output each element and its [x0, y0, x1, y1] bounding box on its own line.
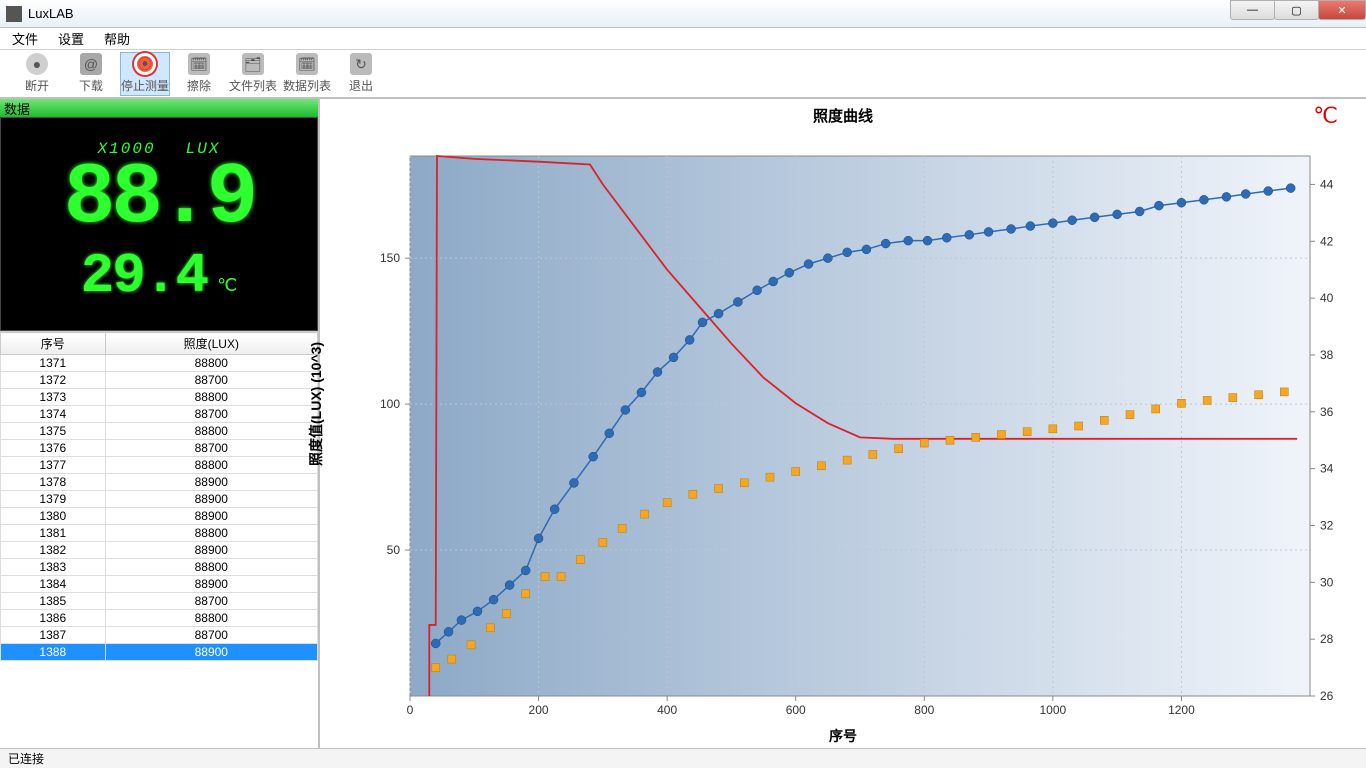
svg-text:600: 600	[786, 703, 806, 717]
exit-icon: ↻	[350, 53, 372, 75]
svg-text:200: 200	[529, 703, 549, 717]
minimize-button[interactable]: —	[1230, 0, 1275, 20]
lcd-temp-unit: ℃	[217, 275, 237, 297]
table-row[interactable]: 138088900	[1, 508, 318, 525]
menu-help[interactable]: 帮助	[104, 29, 130, 48]
svg-text:32: 32	[1320, 518, 1334, 532]
svg-text:100: 100	[380, 397, 400, 411]
disconnect-icon: ●	[26, 53, 48, 75]
toolbar-download[interactable]: @ 下载	[66, 52, 116, 96]
toolbar-erase[interactable]: 🗓 擦除	[174, 52, 224, 96]
svg-text:1000: 1000	[1040, 703, 1067, 717]
table-row[interactable]: 137788800	[1, 457, 318, 474]
table-row[interactable]: 137188800	[1, 355, 318, 372]
file-list-icon: 🗂	[242, 53, 264, 75]
statusbar: 已连接	[0, 748, 1366, 768]
window-title: LuxLAB	[28, 6, 74, 21]
toolbar: ● 断开 @ 下载 ⦿ 停止测量 🗓 擦除 🗂 文件列表 🗓 数据列表 ↻ 退出	[0, 50, 1366, 98]
table-row[interactable]: 138788700	[1, 627, 318, 644]
table-row[interactable]: 138688800	[1, 610, 318, 627]
svg-text:400: 400	[657, 703, 677, 717]
menubar: 文件 设置 帮助	[0, 28, 1366, 50]
titlebar: LuxLAB — ▢ ✕	[0, 0, 1366, 28]
lcd-temp-value: 29.4	[81, 244, 207, 308]
svg-text:38: 38	[1320, 348, 1334, 362]
chart-temp-unit: ℃	[1313, 103, 1338, 129]
data-list-icon: 🗓	[296, 53, 318, 75]
data-table-wrap[interactable]: 序号 照度(LUX) 13718880013728870013738880013…	[0, 331, 318, 748]
table-row[interactable]: 137988900	[1, 491, 318, 508]
chart-x-label: 序号	[829, 726, 857, 746]
svg-text:26: 26	[1320, 689, 1334, 703]
stop-icon: ⦿	[134, 53, 156, 75]
toolbar-exit[interactable]: ↻ 退出	[336, 52, 386, 96]
window-controls: — ▢ ✕	[1231, 0, 1366, 22]
close-button[interactable]: ✕	[1318, 0, 1366, 20]
toolbar-data-list[interactable]: 🗓 数据列表	[282, 52, 332, 96]
main-area: 数据 X1000 LUX 88.9 29.4 ℃ 序号 照度(LUX) 1371	[0, 98, 1366, 748]
svg-text:30: 30	[1320, 575, 1334, 589]
table-row[interactable]: 138488900	[1, 576, 318, 593]
app-icon	[6, 6, 22, 22]
col-seq[interactable]: 序号	[1, 333, 106, 355]
data-table: 序号 照度(LUX) 13718880013728870013738880013…	[0, 332, 318, 661]
svg-text:50: 50	[387, 543, 401, 557]
maximize-button[interactable]: ▢	[1274, 0, 1319, 20]
lcd-main-value: 88.9	[64, 162, 254, 235]
erase-icon: 🗓	[188, 53, 210, 75]
chart-y1-label: 照度值(LUX) (10^3)	[306, 342, 326, 466]
svg-text:40: 40	[1320, 291, 1334, 305]
table-row[interactable]: 137588800	[1, 423, 318, 440]
svg-text:1200: 1200	[1168, 703, 1195, 717]
toolbar-stop-measure[interactable]: ⦿ 停止测量	[120, 52, 170, 96]
svg-text:800: 800	[914, 703, 934, 717]
left-panel: 数据 X1000 LUX 88.9 29.4 ℃ 序号 照度(LUX) 1371	[0, 99, 320, 748]
toolbar-file-list[interactable]: 🗂 文件列表	[228, 52, 278, 96]
table-row[interactable]: 138588700	[1, 593, 318, 610]
table-row[interactable]: 137388800	[1, 389, 318, 406]
table-row[interactable]: 138288900	[1, 542, 318, 559]
table-row[interactable]: 137288700	[1, 372, 318, 389]
table-row[interactable]: 138188800	[1, 525, 318, 542]
lcd-display: X1000 LUX 88.9 29.4 ℃	[0, 117, 318, 331]
table-row[interactable]: 137888900	[1, 474, 318, 491]
table-row[interactable]: 137488700	[1, 406, 318, 423]
table-row[interactable]: 138388800	[1, 559, 318, 576]
chart-svg[interactable]: 0 200 400 600 800 1000 1200 50 100 150 26 28 30 32 34 3…	[320, 126, 1364, 736]
download-icon: @	[80, 53, 102, 75]
menu-settings[interactable]: 设置	[58, 29, 84, 48]
svg-text:28: 28	[1320, 632, 1334, 646]
toolbar-disconnect[interactable]: ● 断开	[12, 52, 62, 96]
svg-text:150: 150	[380, 251, 400, 265]
chart-title: 照度曲线	[320, 99, 1366, 126]
data-panel-header: 数据	[0, 99, 318, 117]
svg-text:44: 44	[1320, 177, 1334, 191]
svg-text:42: 42	[1320, 234, 1334, 248]
menu-file[interactable]: 文件	[12, 29, 38, 48]
svg-text:36: 36	[1320, 405, 1334, 419]
table-row[interactable]: 138888900	[1, 644, 318, 661]
svg-text:0: 0	[407, 703, 414, 717]
svg-text:34: 34	[1320, 462, 1334, 476]
chart-panel: 照度曲线 ℃ 0 200 400 600 800 1000 1200 50 100 150 26 28…	[320, 99, 1366, 748]
status-text: 已连接	[8, 750, 44, 767]
table-row[interactable]: 137688700	[1, 440, 318, 457]
col-lux[interactable]: 照度(LUX)	[105, 333, 317, 355]
